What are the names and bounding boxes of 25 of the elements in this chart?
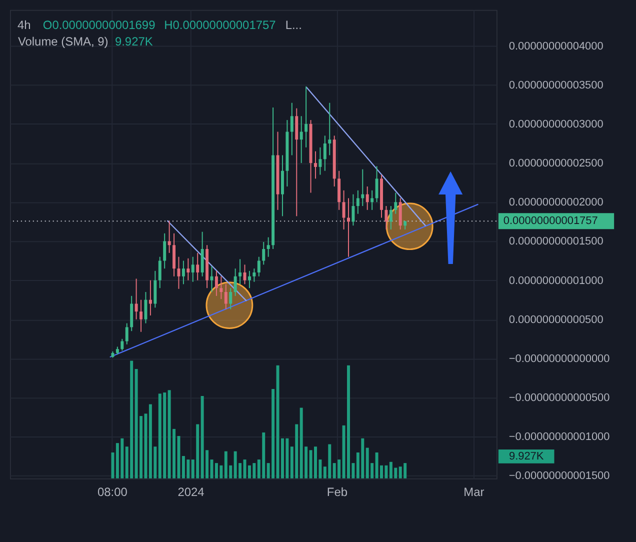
y-tick-label: 0.00000000000500 xyxy=(508,314,604,326)
x-tick-label: Mar xyxy=(464,484,484,499)
x-tick-label: 08:00 xyxy=(97,484,128,499)
y-tick-label: 0.00000000003000 xyxy=(508,118,604,130)
y-tick-label: −0.00000000000000 xyxy=(508,352,610,365)
y-tick-label: 0.00000000004000 xyxy=(508,40,604,52)
ref-line-label: 0.00000000001757 xyxy=(503,215,598,228)
y-tick-label: 0.00000000001500 xyxy=(508,236,604,248)
annotation: 9.927K xyxy=(114,34,153,49)
annotation: L... xyxy=(285,18,302,32)
y-tick-label: 0.00000000003500 xyxy=(508,79,604,92)
x-tick-label: 2024 xyxy=(178,484,205,499)
y-tick-label: 0.00000000001000 xyxy=(508,274,604,287)
y-tick-label: 0.00000000002500 xyxy=(508,158,604,170)
y-tick-label: −0.00000000001000 xyxy=(508,431,610,444)
bar xyxy=(111,452,114,478)
y-tick-label: −0.00000000001500 xyxy=(508,470,610,482)
annotation: O0.00000000001699 xyxy=(42,18,156,32)
text: 4h xyxy=(17,18,31,32)
text: 9.927K xyxy=(508,450,544,462)
annotation: H0.00000000001757 xyxy=(164,18,276,32)
y-tick-label: 0.00000000002000 xyxy=(508,196,604,209)
annotation: Volume (SMA, 9) xyxy=(18,34,108,49)
y-tick-label: −0.00000000000500 xyxy=(508,392,610,404)
x-tick-label: Feb xyxy=(326,484,348,499)
